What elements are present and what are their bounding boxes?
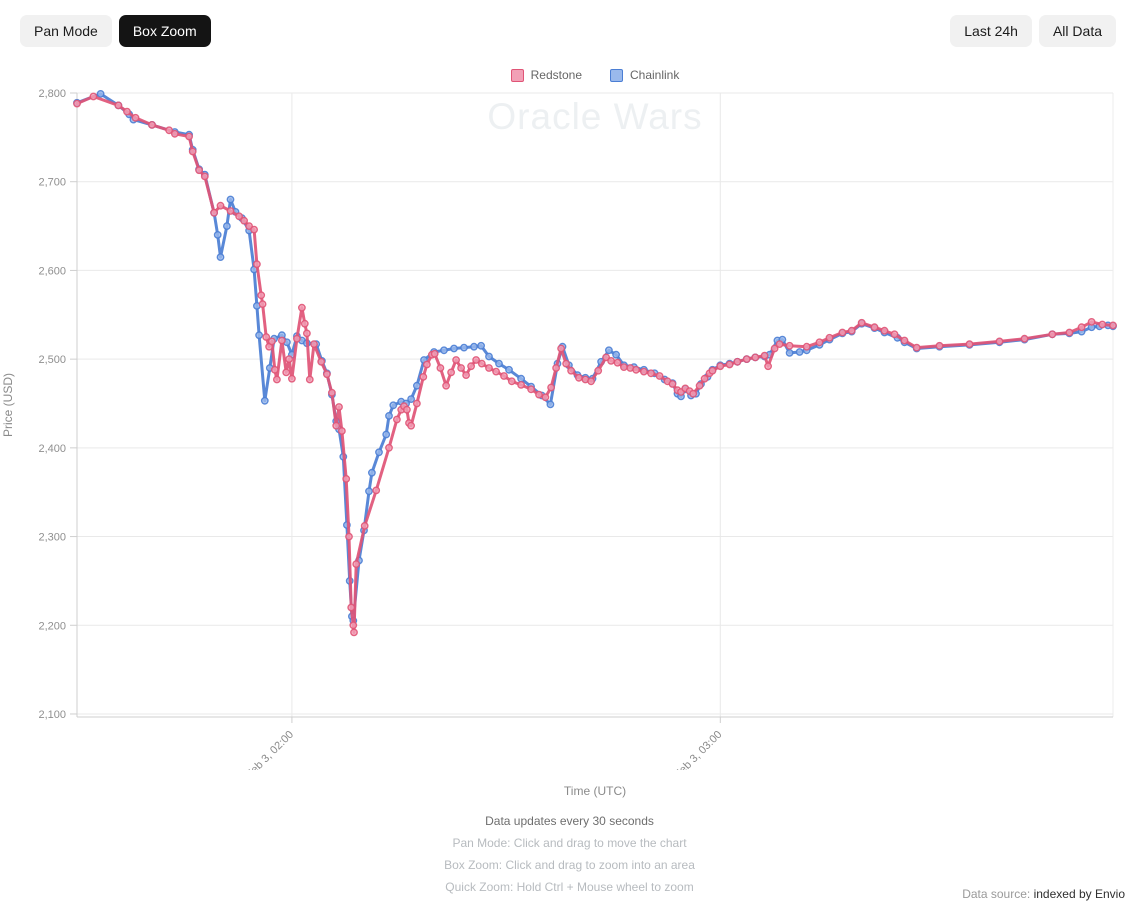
update-interval-note: Data updates every 30 seconds: [485, 814, 654, 828]
data-source-prefix: Data source:: [962, 887, 1031, 901]
box-zoom-button[interactable]: Box Zoom: [118, 15, 211, 47]
svg-text:2,500: 2,500: [38, 354, 66, 366]
data-source-note: Data source: indexed by Envio: [962, 887, 1125, 901]
x-axis-title: Time (UTC): [563, 784, 627, 798]
svg-text:2,300: 2,300: [38, 532, 66, 544]
envio-link[interactable]: indexed by Envio: [1033, 887, 1125, 901]
redstone-swatch-icon: [510, 68, 524, 82]
range-toolbar: Last 24h All Data: [950, 15, 1116, 47]
chainlink-swatch-icon: [610, 68, 623, 82]
svg-text:2,800: 2,800: [38, 88, 66, 100]
pan-mode-hint: Pan Mode: Click and drag to move the cha…: [452, 836, 687, 850]
chainlink-legend-label: Chainlink: [630, 68, 680, 82]
box-zoom-hint: Box Zoom: Click and drag to zoom into an…: [444, 858, 695, 872]
quick-zoom-hint: Quick Zoom: Hold Ctrl + Mouse wheel to z…: [445, 880, 694, 894]
legend-item-chainlink[interactable]: Chainlink: [610, 68, 679, 82]
legend-item-redstone[interactable]: Redstone: [510, 68, 582, 82]
svg-text:2,100: 2,100: [38, 709, 66, 721]
last-24h-button[interactable]: Last 24h: [950, 15, 1032, 47]
svg-text:2,700: 2,700: [38, 177, 66, 189]
svg-text:Feb 3, 02:00: Feb 3, 02:00: [244, 729, 296, 770]
svg-text:2,400: 2,400: [38, 443, 66, 455]
chart-help-text: Data updates every 30 seconds Pan Mode: …: [0, 814, 1139, 902]
chart-legend: Redstone Chainlink: [77, 68, 1113, 82]
svg-text:2,200: 2,200: [38, 620, 66, 632]
price-chart-plot-area[interactable]: 2,100 2,200 2,300 2,400 2,500 2,600 2,700 2,800…: [0, 0, 1139, 770]
pan-mode-button[interactable]: Pan Mode: [20, 15, 112, 47]
all-data-button[interactable]: All Data: [1038, 15, 1116, 47]
mode-toolbar: Pan Mode Box Zoom: [20, 15, 211, 47]
y-axis-title: Price (USD): [1, 373, 15, 438]
redstone-legend-label: Redstone: [530, 68, 582, 82]
svg-text:Feb 3, 03:00: Feb 3, 03:00: [672, 729, 724, 770]
svg-text:2,600: 2,600: [38, 265, 66, 277]
